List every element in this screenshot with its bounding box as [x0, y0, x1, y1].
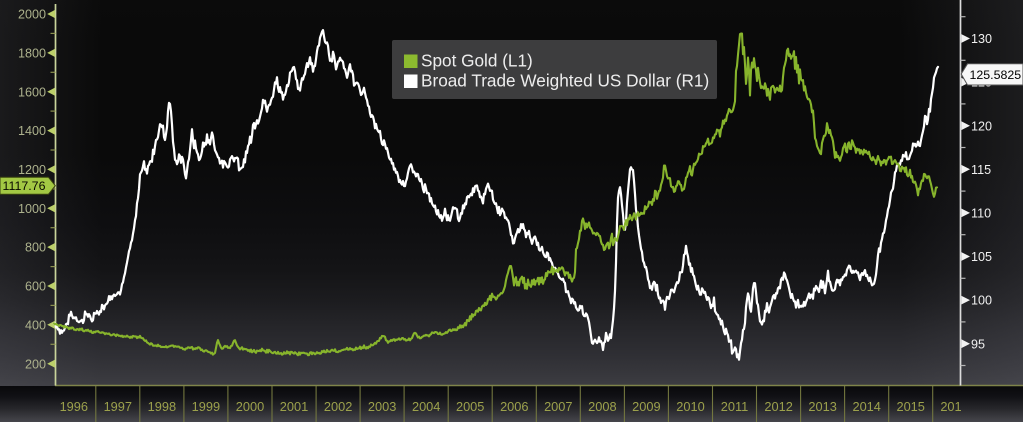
svg-text:400: 400	[25, 318, 46, 332]
svg-text:2013: 2013	[808, 399, 836, 414]
svg-text:2003: 2003	[368, 399, 396, 414]
svg-text:2007: 2007	[544, 399, 572, 414]
svg-text:2001: 2001	[280, 399, 308, 414]
svg-text:600: 600	[25, 280, 46, 294]
svg-text:110: 110	[971, 207, 991, 221]
svg-text:1998: 1998	[148, 399, 176, 414]
svg-text:Spot Gold (L1): Spot Gold (L1)	[421, 51, 533, 71]
svg-text:1000: 1000	[18, 202, 46, 216]
svg-text:130: 130	[971, 32, 992, 46]
svg-text:2000: 2000	[236, 399, 264, 414]
svg-text:2010: 2010	[676, 399, 704, 414]
svg-text:2009: 2009	[632, 399, 660, 414]
svg-text:Broad Trade Weighted US Dollar: Broad Trade Weighted US Dollar (R1)	[421, 71, 709, 91]
svg-text:2006: 2006	[500, 399, 528, 414]
svg-text:201: 201	[940, 399, 961, 414]
svg-text:1117.76: 1117.76	[3, 179, 46, 193]
svg-text:115: 115	[971, 163, 991, 177]
svg-text:2002: 2002	[324, 399, 352, 414]
svg-text:2015: 2015	[896, 399, 924, 414]
svg-text:120: 120	[971, 119, 992, 133]
svg-text:1999: 1999	[192, 399, 220, 414]
svg-text:100: 100	[971, 294, 992, 308]
svg-text:1200: 1200	[18, 163, 46, 177]
svg-text:1800: 1800	[18, 47, 46, 61]
svg-text:2005: 2005	[456, 399, 484, 414]
svg-text:105: 105	[971, 250, 992, 264]
svg-text:2004: 2004	[412, 399, 440, 414]
svg-text:2012: 2012	[764, 399, 792, 414]
svg-text:1997: 1997	[104, 399, 132, 414]
svg-text:2008: 2008	[588, 399, 616, 414]
svg-text:2014: 2014	[852, 399, 880, 414]
svg-text:200: 200	[25, 357, 46, 371]
svg-text:95: 95	[971, 337, 985, 351]
svg-text:1996: 1996	[60, 399, 88, 414]
svg-text:2000: 2000	[18, 8, 46, 22]
svg-text:2011: 2011	[721, 399, 749, 414]
svg-text:1600: 1600	[18, 85, 46, 99]
svg-text:800: 800	[25, 241, 46, 255]
svg-text:125.5825: 125.5825	[970, 68, 1022, 82]
svg-text:1400: 1400	[18, 124, 46, 138]
